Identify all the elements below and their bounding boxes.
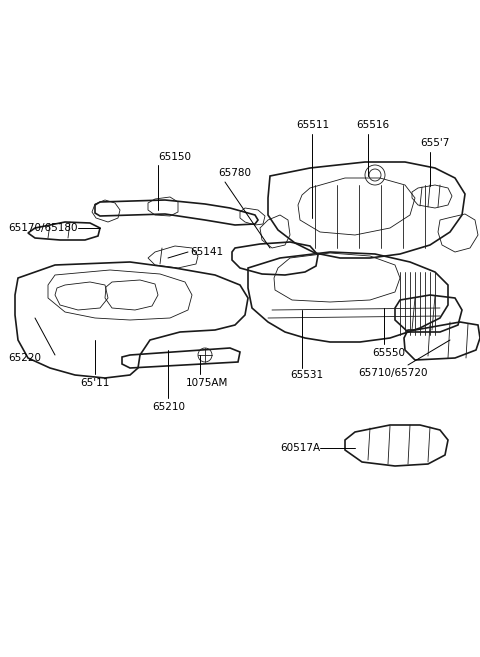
- Text: 65'11: 65'11: [80, 378, 109, 388]
- Text: 65780: 65780: [218, 168, 251, 178]
- Text: 65220: 65220: [8, 353, 41, 363]
- Text: 65170/65180: 65170/65180: [8, 223, 77, 233]
- Text: 65550: 65550: [372, 348, 405, 358]
- Text: 1075AM: 1075AM: [186, 378, 228, 388]
- Text: 65511: 65511: [296, 120, 329, 130]
- Text: 655'7: 655'7: [420, 138, 449, 148]
- Text: 65531: 65531: [290, 370, 323, 380]
- Text: 65710/65720: 65710/65720: [358, 368, 428, 378]
- Text: 65210: 65210: [152, 402, 185, 412]
- Text: 65516: 65516: [356, 120, 389, 130]
- Text: 65141: 65141: [190, 247, 223, 257]
- Text: 60517A: 60517A: [280, 443, 320, 453]
- Text: 65150: 65150: [158, 152, 191, 162]
